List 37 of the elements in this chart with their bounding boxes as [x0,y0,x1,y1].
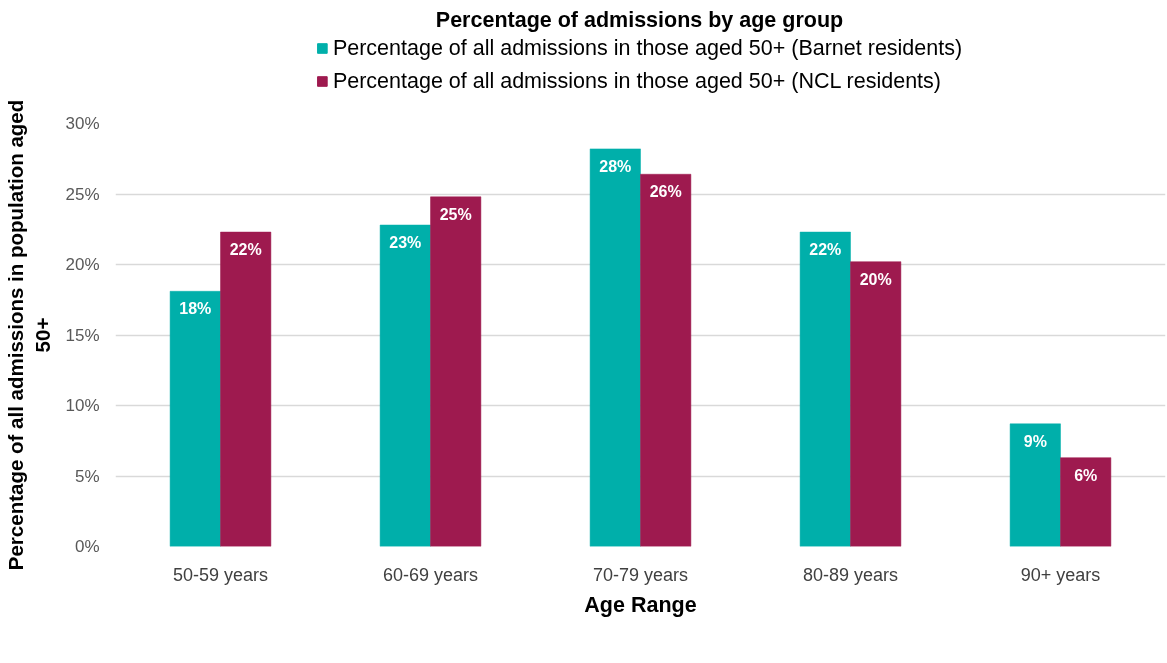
legend-label: Percentage of all admissions in those aged 50+ (NCL residents) [332,68,941,94]
bar [169,291,221,547]
y-axis-title: Percentage of all admissions in population aged 50+ [3,99,55,571]
data-label: 26% [649,183,682,201]
data-label: 28% [599,157,632,175]
bar [220,231,272,547]
data-label: 22% [229,241,262,259]
data-label: 9% [1023,432,1047,450]
y-tick-label: 25% [65,184,100,204]
bar [850,261,902,547]
data-label: 6% [1074,466,1098,484]
y-tick-label: 20% [65,255,100,274]
y-tick-label: 15% [65,325,100,345]
data-label: 18% [179,300,212,318]
bar [640,174,692,547]
data-label: 20% [859,270,892,288]
bar [799,231,851,547]
data-label: 22% [809,241,842,259]
y-tick-label: 5% [74,466,100,486]
bar [430,196,482,547]
legend-label: Percentage of all admissions in those aged 50+ (Barnet residents) [332,35,963,61]
bar [1060,457,1112,547]
data-label: 23% [389,234,422,252]
y-tick-label: 10% [65,396,100,415]
x-tick-label: 50-59 years [172,564,269,585]
x-tick-label: 60-69 years [382,564,479,585]
x-tick-label: 70-79 years [592,564,689,585]
bar [379,224,431,547]
chart-title: Percentage of admissions by age group [435,7,844,32]
y-tick-label: 30% [65,114,100,133]
bar [1009,423,1061,547]
data-label: 25% [439,205,472,223]
x-axis-title: Age Range [584,592,697,617]
x-tick-label: 90+ years [1020,564,1101,585]
y-tick-label: 0% [74,537,100,556]
x-tick-label: 80-89 years [802,564,899,585]
bar [589,148,641,547]
